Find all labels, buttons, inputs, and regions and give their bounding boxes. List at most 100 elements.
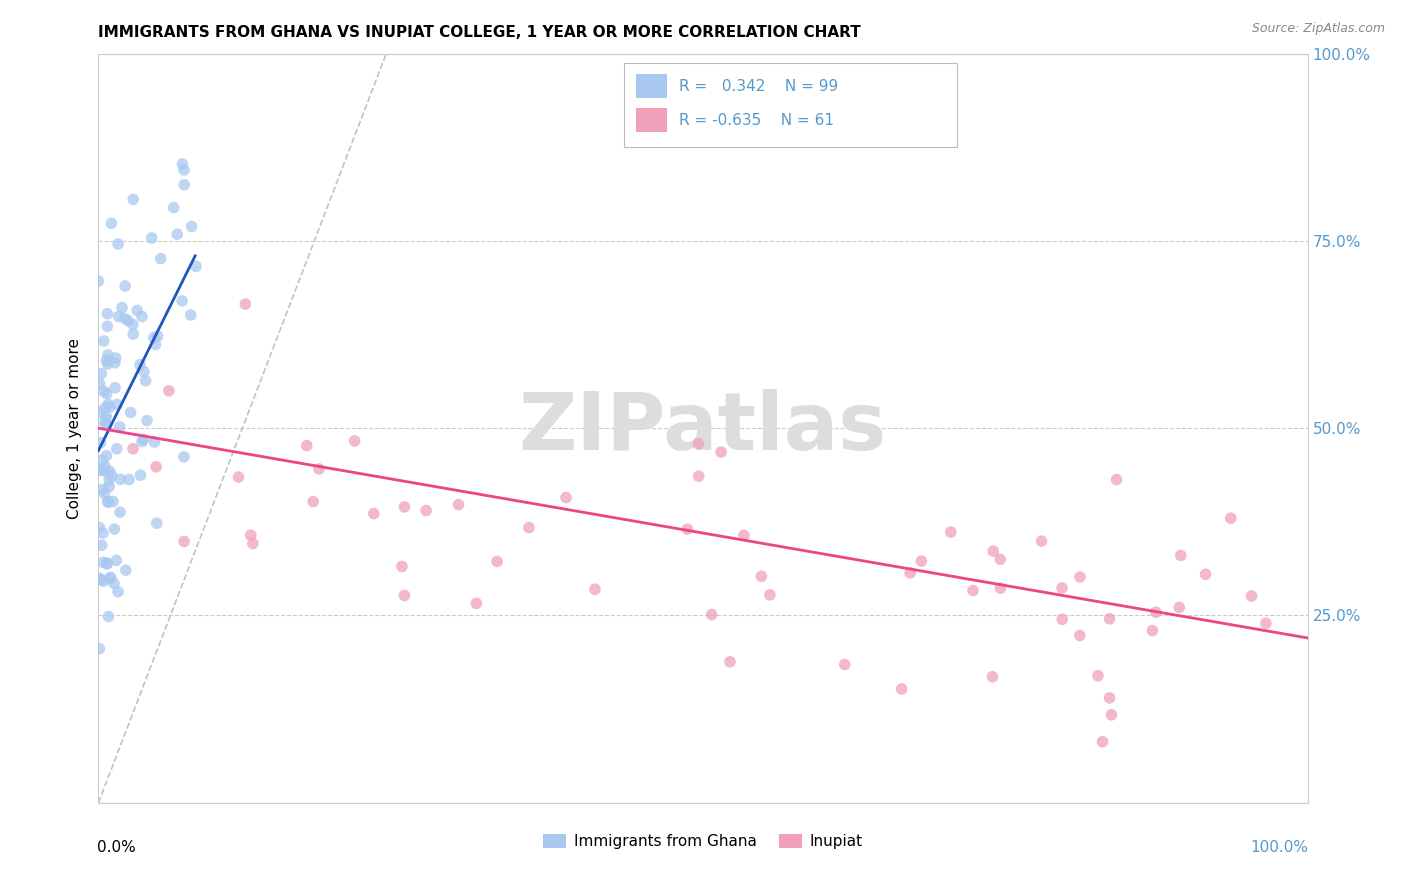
Point: [173, 450, 195, 464]
Point: [1170, 549, 1192, 563]
Point: [110, 472, 132, 486]
Point: [1099, 707, 1122, 722]
Point: [1219, 511, 1241, 525]
Point: [93, 334, 115, 348]
Point: [733, 528, 755, 542]
Point: [93, 464, 115, 478]
Point: [363, 507, 385, 521]
Point: [718, 655, 741, 669]
Point: [988, 552, 1011, 566]
Point: [97, 609, 120, 624]
Point: [1254, 616, 1277, 631]
Point: [447, 498, 470, 512]
Point: [173, 178, 195, 192]
Point: [184, 260, 207, 274]
FancyBboxPatch shape: [637, 108, 666, 132]
Point: [107, 310, 129, 324]
Point: [1098, 690, 1121, 705]
Point: [688, 469, 710, 483]
Point: [759, 588, 782, 602]
Point: [1031, 534, 1053, 549]
Point: [108, 420, 131, 434]
Point: [1069, 570, 1091, 584]
Point: [89, 520, 111, 534]
Point: [98, 572, 121, 586]
Point: [939, 525, 962, 540]
Point: [157, 384, 180, 398]
Point: [981, 670, 1004, 684]
Point: [98, 464, 121, 478]
Point: [239, 528, 262, 542]
Point: [166, 227, 188, 241]
Point: [1105, 473, 1128, 487]
Point: [1091, 735, 1114, 749]
Point: [100, 216, 122, 230]
Point: [131, 310, 153, 324]
Point: [132, 365, 155, 379]
Point: [173, 534, 195, 549]
Point: [122, 327, 145, 342]
Point: [343, 434, 366, 448]
Point: [114, 563, 136, 577]
Point: [98, 400, 121, 414]
Point: [120, 405, 142, 419]
Point: [105, 397, 128, 411]
Point: [583, 582, 606, 597]
Point: [127, 303, 149, 318]
Point: [146, 516, 169, 530]
Point: [93, 487, 115, 501]
Point: [94, 417, 117, 431]
Point: [1144, 605, 1167, 619]
Point: [89, 641, 111, 656]
Point: [394, 589, 416, 603]
Point: [87, 274, 110, 288]
Point: [98, 480, 121, 494]
Point: [555, 491, 578, 505]
Text: R = -0.635    N = 61: R = -0.635 N = 61: [679, 112, 834, 128]
Point: [96, 307, 118, 321]
Point: [415, 503, 437, 517]
Point: [981, 544, 1004, 558]
Point: [141, 231, 163, 245]
Point: [1168, 600, 1191, 615]
Point: [100, 468, 122, 483]
Point: [93, 574, 115, 588]
Point: [97, 357, 120, 371]
Point: [105, 553, 128, 567]
Point: [94, 401, 117, 415]
Point: [486, 555, 509, 569]
Point: [146, 329, 169, 343]
Point: [104, 356, 127, 370]
Point: [98, 473, 121, 487]
Point: [89, 435, 111, 450]
Point: [710, 445, 733, 459]
Point: [1194, 567, 1216, 582]
Point: [96, 409, 118, 424]
Point: [465, 596, 488, 610]
Point: [898, 566, 921, 580]
Point: [104, 381, 127, 395]
Y-axis label: College, 1 year or more: College, 1 year or more: [67, 338, 83, 518]
Point: [91, 463, 114, 477]
Point: [96, 353, 118, 368]
Point: [394, 500, 416, 514]
Point: [107, 237, 129, 252]
Point: [107, 584, 129, 599]
Legend: Immigrants from Ghana, Inupiat: Immigrants from Ghana, Inupiat: [537, 828, 869, 855]
Point: [94, 416, 117, 430]
Point: [295, 439, 318, 453]
Point: [308, 462, 330, 476]
Text: IMMIGRANTS FROM GHANA VS INUPIAT COLLEGE, 1 YEAR OR MORE CORRELATION CHART: IMMIGRANTS FROM GHANA VS INUPIAT COLLEGE…: [98, 25, 860, 40]
Point: [676, 522, 699, 536]
Point: [391, 559, 413, 574]
Point: [122, 442, 145, 456]
Point: [172, 293, 194, 308]
Point: [114, 311, 136, 326]
Point: [910, 554, 932, 568]
Point: [1052, 612, 1074, 626]
Point: [962, 583, 984, 598]
Point: [1069, 628, 1091, 642]
Point: [91, 555, 114, 569]
Point: [135, 374, 157, 388]
Point: [751, 569, 773, 583]
